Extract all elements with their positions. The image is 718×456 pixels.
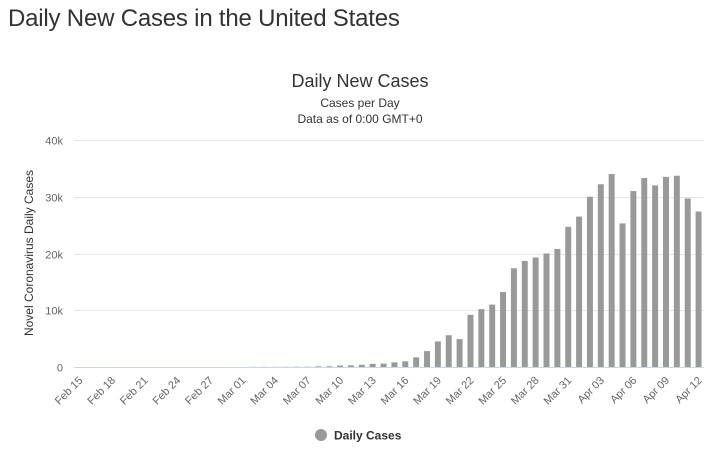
x-tick-label: Feb 24 [151,375,184,408]
bar[interactable] [424,351,430,367]
x-tick-label: Mar 04 [248,375,281,408]
legend-label: Daily Cases [334,429,402,443]
bar[interactable] [630,191,637,367]
bar[interactable] [315,366,322,367]
x-tick-label: Mar 13 [346,375,379,408]
bar[interactable] [510,268,517,367]
bar[interactable] [576,216,583,367]
x-tick-label: Mar 07 [281,375,314,408]
bar[interactable] [380,363,387,367]
bar[interactable] [663,176,669,367]
bar[interactable] [358,364,365,367]
chart-subtitle-line-2: Data as of 0:00 GMT+0 [297,112,422,126]
x-tick-label: Feb 18 [85,375,118,408]
y-axis-ticks: 0 10k 20k 30k 40k [45,136,63,375]
bar[interactable] [597,184,604,367]
x-tick-label: Mar 01 [216,375,249,408]
legend-marker-icon [315,429,327,441]
y-tick-label: 10k [45,306,63,318]
bar[interactable] [478,309,485,367]
x-tick-label: Mar 31 [542,375,575,408]
bar[interactable] [543,253,550,368]
y-tick-label: 20k [45,250,63,262]
y-tick-label: 30k [45,193,63,205]
x-tick-label: Mar 10 [314,375,347,408]
x-tick-label: Apr 03 [576,375,607,406]
bar[interactable] [326,366,333,367]
bar[interactable] [652,185,659,367]
bar[interactable] [445,335,452,367]
x-tick-label: Mar 25 [476,375,509,408]
bar[interactable] [348,365,354,367]
x-tick-label: Apr 12 [673,375,704,406]
bars [98,174,702,368]
x-axis-ticks: Feb 15 Feb 18 Feb 21 Feb 24 Feb 27 Mar 01 Mar … [53,375,705,408]
bar[interactable] [695,211,702,368]
bar[interactable] [554,248,561,367]
bar[interactable] [619,223,626,367]
x-tick-label: Mar 16 [379,375,412,408]
y-axis-title: Novel Coronavirus Daily Cases [22,170,36,336]
chart-title: Daily New Cases [291,71,428,91]
legend[interactable]: Daily Cases [315,429,402,443]
page-heading: Daily New Cases in the United States [8,5,400,32]
x-tick-label: Feb 15 [53,375,86,408]
x-tick-label: Feb 21 [118,375,151,408]
chart-subtitle-line-1: Cases per Day [320,96,399,110]
bar[interactable] [489,304,496,367]
bar[interactable] [608,174,615,367]
x-tick-label: Mar 22 [444,375,477,408]
bar[interactable] [413,357,420,367]
bar[interactable] [467,314,474,367]
bar[interactable] [521,260,528,367]
y-tick-label: 40k [45,136,63,148]
bar[interactable] [641,178,648,367]
bar[interactable] [391,362,398,367]
bar[interactable] [586,196,593,367]
x-tick-label: Apr 09 [641,375,672,406]
bar[interactable] [369,363,376,367]
bar[interactable] [402,361,409,367]
x-tick-label: Mar 28 [509,375,542,408]
x-tick-label: Feb 27 [183,375,216,408]
bar[interactable] [532,257,539,367]
x-tick-label: Mar 19 [411,375,444,408]
bar[interactable] [673,175,680,367]
bar[interactable] [434,341,441,367]
bar[interactable] [500,292,507,367]
y-tick-label: 0 [57,363,63,375]
bar[interactable] [565,226,572,367]
bar[interactable] [684,198,691,367]
bar[interactable] [456,339,463,367]
x-tick-label: Apr 06 [608,375,639,406]
bar[interactable] [337,365,344,367]
